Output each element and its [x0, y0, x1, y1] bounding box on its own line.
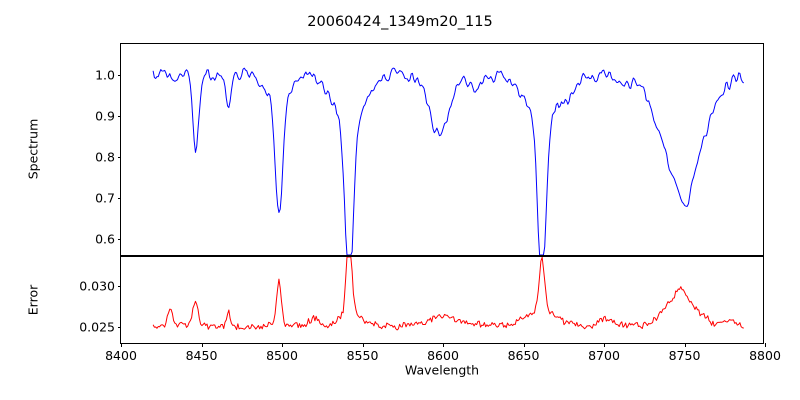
spectrum-y-tick-mark	[117, 197, 121, 199]
wavelength-tick-mark	[362, 343, 364, 347]
error-axis-label: Error	[25, 284, 41, 316]
wavelength-tick-label: 8400	[105, 348, 137, 363]
error-axes: 0.025 0.030 8400 8450 8500 8550 8600 8650 8700 87…	[79, 256, 781, 363]
spectrum-line	[152, 67, 745, 255]
error-y-tick-label: 0.025	[79, 319, 115, 335]
error-y-tick-mark	[117, 285, 121, 287]
spectrum-axes: 0.6 0.7 0.8 0.9 1.0	[95, 43, 764, 256]
wavelength-tick-mark	[201, 343, 203, 347]
wavelength-tick-label: 8550	[346, 348, 379, 363]
wavelength-tick-mark	[604, 343, 605, 347]
spectrum-y-tick-mark	[117, 74, 121, 76]
error-line	[152, 257, 744, 331]
wavelength-tick-label: 8500	[266, 348, 298, 363]
page-title: 20060424_1349m20_115	[307, 14, 493, 30]
wavelength-axis-label: Wavelength	[404, 362, 480, 378]
wavelength-tick-mark	[765, 343, 766, 347]
spectrum-y-tick-label: 0.8	[95, 149, 115, 165]
spectrum-y-tick-mark	[117, 156, 121, 158]
wavelength-tick-label: 8600	[427, 348, 459, 363]
error-y-tick-label: 0.030	[79, 278, 115, 294]
spectrum-axis-label: Spectrum	[25, 118, 41, 180]
wavelength-tick-mark	[282, 343, 283, 347]
spectrum-y-tick-label: 0.7	[95, 190, 115, 206]
wavelength-tick-label: 8750	[668, 348, 701, 363]
error-y-tick-mark	[117, 326, 121, 328]
spectrum-y-tick-mark	[117, 115, 121, 117]
wavelength-tick-mark	[684, 343, 686, 347]
wavelength-tick-label: 8800	[749, 348, 781, 363]
spectrum-plot-area	[152, 67, 745, 255]
spectrum-y-tick-label: 0.9	[95, 108, 115, 124]
wavelength-tick-label: 8450	[185, 348, 218, 363]
wavelength-tick-label: 8700	[588, 348, 620, 363]
error-plot-area	[152, 257, 744, 331]
wavelength-tick-mark	[523, 343, 525, 347]
wavelength-tick-mark	[443, 343, 444, 347]
wavelength-tick-mark	[121, 343, 122, 347]
wavelength-tick-label: 8650	[507, 348, 540, 363]
spectrum-y-tick-label: 0.6	[95, 231, 115, 247]
spectrum-y-tick-mark	[117, 238, 121, 240]
spectrum-y-tick-label: 1.0	[95, 67, 115, 83]
